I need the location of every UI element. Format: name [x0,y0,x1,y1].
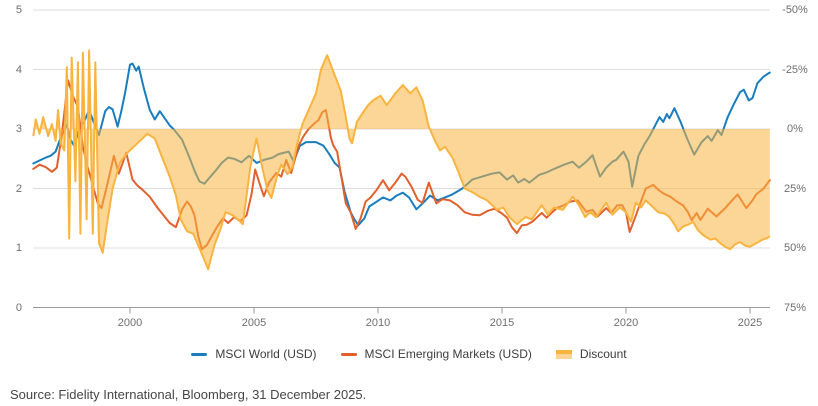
legend-label: MSCI Emerging Markets (USD) [364,347,532,361]
y-right-tick-label: -50% [782,4,808,16]
plot-area [32,9,771,314]
y-left-tick-label: 2 [15,182,22,195]
legend-area-swatch-fill [555,353,572,359]
msci-em-line [32,79,771,251]
y-right-tick-label: 25% [783,182,807,195]
legend-item: MSCI Emerging Markets (USD) [340,347,532,361]
y-left-tick-label: 4 [15,63,22,76]
y-right-tick-label: -25% [782,63,808,76]
legend-item: Discount [555,347,627,361]
y-left-tick-label: 0 [15,301,22,314]
legend-item: MSCI World (USD) [191,347,317,361]
x-tick-label: 2015 [489,317,515,329]
y-right-tick-label: 75% [783,301,807,314]
legend-line-swatch-icon [191,352,208,356]
x-tick-label: 2010 [365,317,391,329]
legend-area-swatch-top [555,349,572,354]
x-tick-label: 2020 [613,317,639,329]
x-tick-label: 2005 [241,317,267,329]
discount-line [32,49,771,271]
legend-label: Discount [579,347,627,361]
msci-world-line [32,62,771,227]
x-tick-label: 2025 [737,317,763,329]
y-right-tick-label: 50% [783,242,807,254]
legend-label: MSCI World (USD) [215,347,317,361]
legend-area-swatch-icon [555,349,572,359]
y-left-tick-label: 1 [15,242,22,254]
legend: MSCI World (USD) MSCI Emerging Markets (U… [0,344,818,364]
source-note: Source: Fidelity International, Bloomber… [10,387,367,402]
y-left-tick-label: 5 [15,4,22,16]
y-right-tick-label: 0% [787,123,803,135]
discount-area [33,50,770,270]
x-tick-label: 2000 [117,317,143,329]
legend-line-swatch-icon [340,352,357,356]
discount-chart: 5 4 3 2 1 0 -50% -25% 0% 25% 50% 75% 2000 2005 2010 2… [0,4,818,364]
y-left-tick-label: 3 [15,123,22,135]
